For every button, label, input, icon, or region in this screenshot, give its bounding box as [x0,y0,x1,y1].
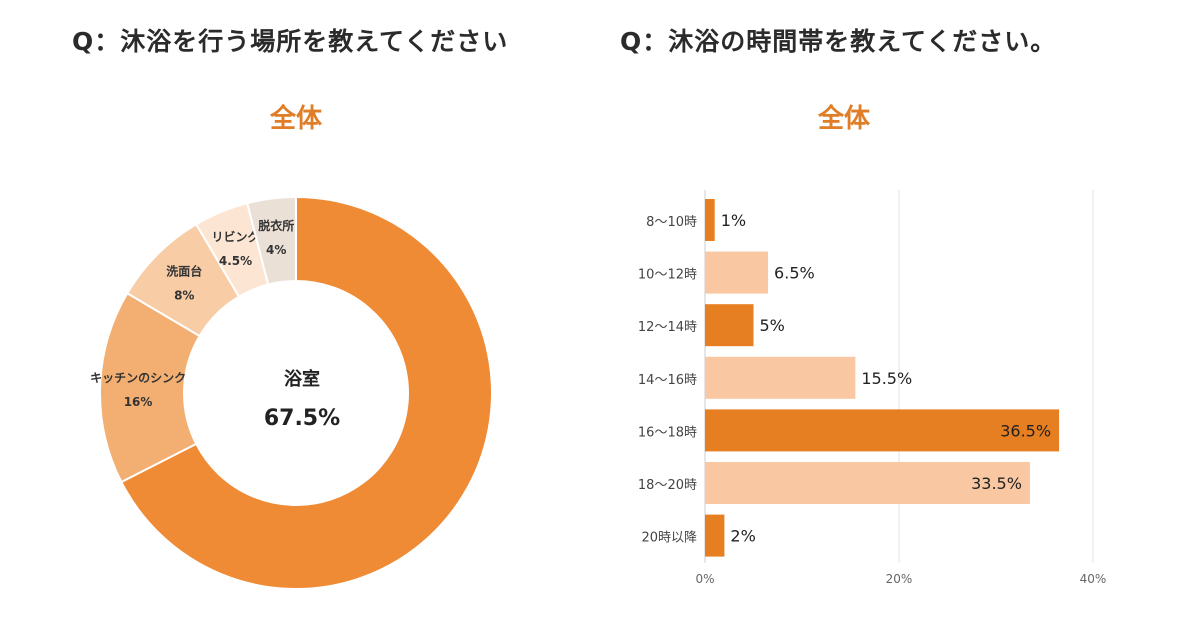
bar-5 [705,462,1030,504]
bar-category-label-2: 12～14時 [638,320,697,335]
bar-2 [705,304,754,347]
bar-4 [705,409,1060,452]
x-tick-label-1: 20% [886,572,913,586]
left-question-title: Q：沐浴を行う場所を教えてください [72,27,509,56]
bar-category-label-4: 16～18時 [638,425,697,440]
pie-value-label-1: 16% [124,395,153,409]
pie-label-0: 浴室 [284,368,320,390]
bar-3 [705,356,856,399]
bar-value-label-1: 6.5% [774,264,815,283]
pie-slice-0 [120,195,493,590]
bar-1 [705,251,769,294]
bar-0 [705,199,715,241]
right-chart-subtitle: 全体 [817,104,870,134]
bar-category-label-3: 14～16時 [638,373,697,388]
x-tick-label-0: 0% [695,572,714,586]
pie-value-label-2: 8% [174,288,194,302]
left-chart-subtitle: 全体 [269,104,322,134]
bar-value-label-0: 1% [721,211,746,230]
bar-category-label-5: 18～20時 [638,478,697,493]
pie-label-1: キッチンのシンク [90,371,186,385]
bar-category-label-0: 8～10時 [646,215,697,230]
pie-label-2: 洗面台 [166,263,202,278]
bar-category-label-6: 20時以降 [641,531,697,546]
bar-value-label-2: 5% [760,316,785,335]
pie-value-label-4: 4% [266,243,286,257]
bar-value-label-4: 36.5% [1000,421,1051,440]
right-question-title: Q：沐浴の時間帯を教えてください。 [620,27,1057,56]
pie-label-4: 脱衣所 [258,218,294,233]
bar-category-label-1: 10～12時 [638,268,697,283]
pie-label-3: リビング [212,229,260,244]
bar-6 [705,514,725,557]
bar-value-label-6: 2% [730,527,755,546]
bar-value-label-3: 15.5% [861,369,912,388]
pie-value-label-0: 67.5% [264,406,340,431]
pie-slice-4 [246,195,297,286]
pie-value-label-3: 4.5% [219,254,252,268]
x-tick-label-2: 40% [1080,572,1107,586]
bar-value-label-5: 33.5% [971,474,1022,493]
